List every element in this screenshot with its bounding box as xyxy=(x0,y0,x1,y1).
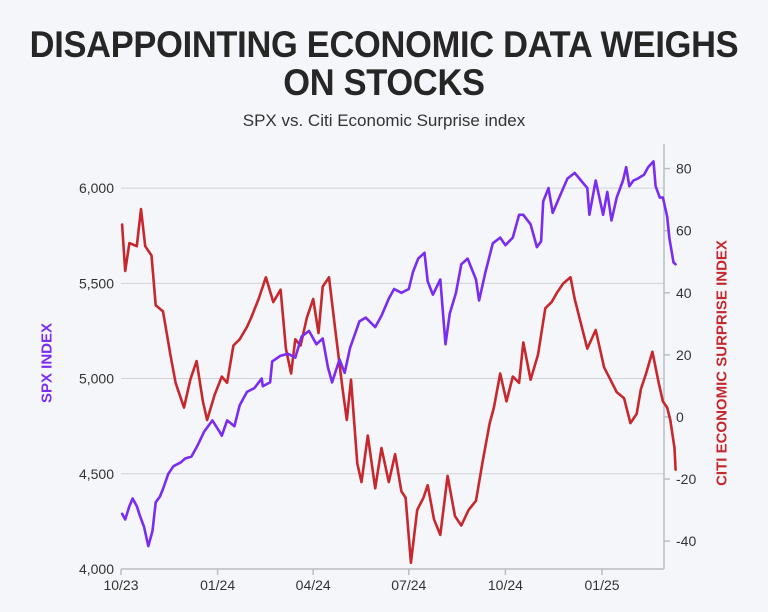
y-left-tick-label: 5,500 xyxy=(79,275,114,291)
y-left-tick-label: 4,500 xyxy=(79,466,114,482)
x-tick-label: 10/24 xyxy=(488,577,523,593)
x-tick-label: 01/25 xyxy=(585,577,620,593)
y-right-tick-label: 60 xyxy=(676,223,692,239)
y-right-tick-label: -20 xyxy=(676,471,696,487)
x-tick-label: 10/23 xyxy=(103,577,138,593)
y-left-tick-label: 5,000 xyxy=(79,371,114,387)
y-right-tick-label: 40 xyxy=(676,285,692,301)
y-right-tick-label: 80 xyxy=(676,161,692,177)
y-left-tick-label: 4,000 xyxy=(79,561,114,577)
x-tick-label: 01/24 xyxy=(200,577,235,593)
chart-subtitle: SPX vs. Citi Economic Surprise index xyxy=(242,111,526,130)
spx-line xyxy=(120,160,677,548)
axes xyxy=(120,144,670,575)
y-right-tick-label: -40 xyxy=(676,533,696,549)
y-left-tick-label: 6,000 xyxy=(79,180,114,196)
x-tick-label: 04/24 xyxy=(296,577,331,593)
cesi-line xyxy=(120,207,677,565)
x-tick-label: 07/24 xyxy=(391,577,426,593)
y-right-tick-label: 20 xyxy=(676,347,692,363)
series-layer xyxy=(120,160,677,565)
gridlines xyxy=(121,187,664,475)
y-right-tick-label: 0 xyxy=(676,409,684,425)
tick-labels: 4,000 4,500 5,000 5,500 6,000 -40 -20 0 20 40 60 80… xyxy=(79,161,696,593)
chart-title: DISAPPOINTING ECONOMIC DATA WEIGHS ON ST… xyxy=(29,24,739,103)
